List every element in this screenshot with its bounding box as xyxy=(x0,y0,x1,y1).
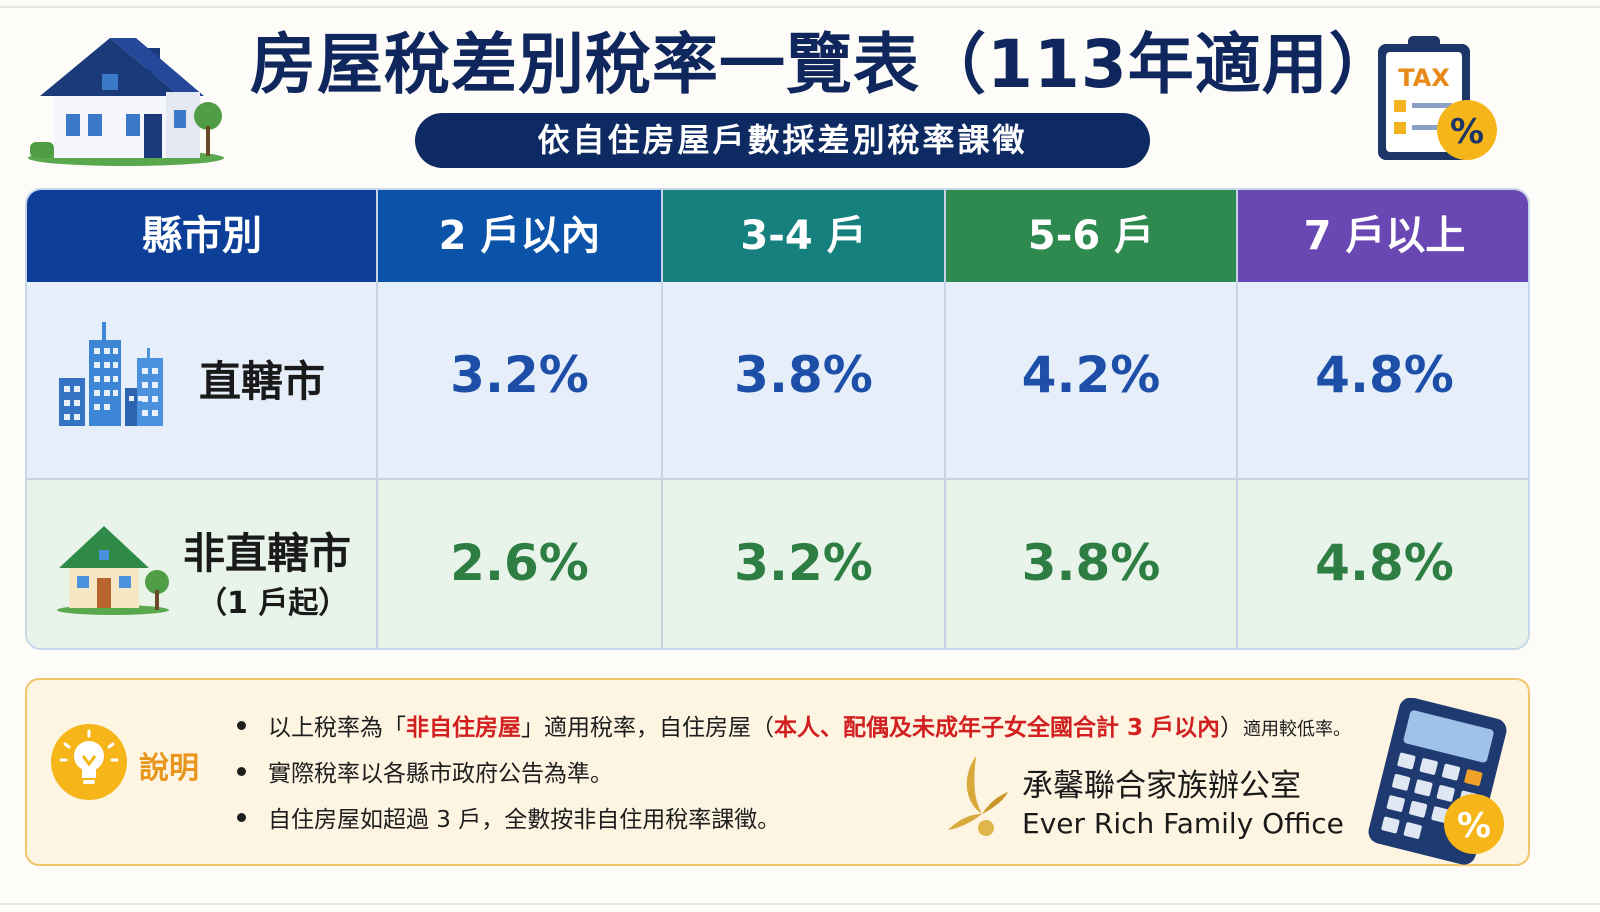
rate-municipality-3-4: 3.8% xyxy=(734,346,873,404)
note-highlight: 本人、配偶及未成年子女全國合計 3 戶以內 xyxy=(774,715,1221,741)
percent-label: % xyxy=(1450,112,1484,152)
page-title: 房屋稅差別稅率一覽表（113年適用） xyxy=(250,26,1396,103)
bullet-icon xyxy=(237,813,246,822)
note-text: 自住房屋如超過 3 戶，全數按非自住用稅率課徵。 xyxy=(268,807,781,833)
bullet-icon xyxy=(237,721,246,730)
column-header-3-4: 3-4 戶 xyxy=(662,190,945,282)
column-divider xyxy=(661,190,663,648)
column-header-up-to-2: 2 戶以內 xyxy=(377,190,662,282)
office-name-chinese: 承馨聯合家族辦公室 xyxy=(1022,768,1301,804)
lightbulb-icon xyxy=(51,724,127,800)
column-header-7-plus: 7 戶以上 xyxy=(1237,190,1528,282)
notes-box: 說明 以上稅率為「非自住房屋」適用稅率，自住房屋（本人、配偶及未成年子女全國合計… xyxy=(25,678,1530,866)
column-divider xyxy=(376,190,378,648)
tax-label: TAX xyxy=(1398,64,1450,92)
note-text: 實際稅率以各縣市政府公告為準。 xyxy=(268,761,613,787)
city-buildings-icon xyxy=(59,322,163,426)
row-divider xyxy=(27,478,1528,480)
percent-label: % xyxy=(1457,806,1491,846)
house-icon xyxy=(28,38,224,166)
note-item: 自住房屋如超過 3 戶，全數按非自住用稅率課徵。 xyxy=(237,800,780,834)
rate-municipality-up-to-2: 3.2% xyxy=(450,346,589,404)
top-divider xyxy=(0,6,1600,8)
ever-rich-logo-icon xyxy=(948,756,1008,836)
table-row: 直轄市 3.2% 3.8% 4.2% 4.8% xyxy=(27,282,1528,478)
column-header-region: 縣市別 xyxy=(27,190,377,282)
rate-municipality-5-6: 4.2% xyxy=(1021,346,1161,404)
region-label-municipality: 直轄市 xyxy=(199,357,326,406)
column-header-5-6: 5-6 戶 xyxy=(945,190,1237,282)
column-divider xyxy=(944,190,946,648)
note-text: 」適用稅率，自住房屋（ xyxy=(521,715,774,741)
rate-non-municipality-3-4: 3.2% xyxy=(734,534,873,592)
tax-clipboard-icon: TAX % xyxy=(1378,36,1497,160)
calculator-icon: % xyxy=(1368,698,1507,865)
note-item: 實際稅率以各縣市政府公告為準。 xyxy=(237,754,613,788)
office-name-english: Ever Rich Family Office xyxy=(1022,807,1344,840)
table-row: 非直轄市 （1 戶起） 2.6% 3.2% 3.8% 4.8% xyxy=(27,478,1528,648)
notes-title: 說明 xyxy=(139,751,199,786)
rate-non-municipality-7-plus: 4.8% xyxy=(1315,534,1454,592)
bullet-icon xyxy=(237,767,246,776)
region-label-non-municipality: 非直轄市 xyxy=(183,529,352,578)
house-icon xyxy=(57,526,169,615)
note-item: 以上稅率為「非自住房屋」適用稅率，自住房屋（本人、配偶及未成年子女全國合計 3 … xyxy=(237,708,1351,742)
note-highlight: 非自住房屋 xyxy=(406,715,521,741)
tax-rate-table: 縣市別 2 戶以內 3-4 戶 5-6 戶 7 戶以上 xyxy=(25,188,1530,650)
note-text: ） xyxy=(1220,715,1244,741)
note-text-small: 適用較低率。 xyxy=(1243,719,1352,740)
column-divider xyxy=(1236,190,1238,648)
subtitle-banner: 依自住房屋戶數採差別稅率課徵 xyxy=(415,113,1150,168)
bottom-divider xyxy=(0,903,1600,905)
rate-municipality-7-plus: 4.8% xyxy=(1315,346,1454,404)
rate-non-municipality-up-to-2: 2.6% xyxy=(450,534,589,592)
region-sublabel-from-1-unit: （1 戶起） xyxy=(197,586,349,621)
note-text: 以上稅率為「 xyxy=(268,715,406,741)
rate-non-municipality-5-6: 3.8% xyxy=(1021,534,1161,592)
